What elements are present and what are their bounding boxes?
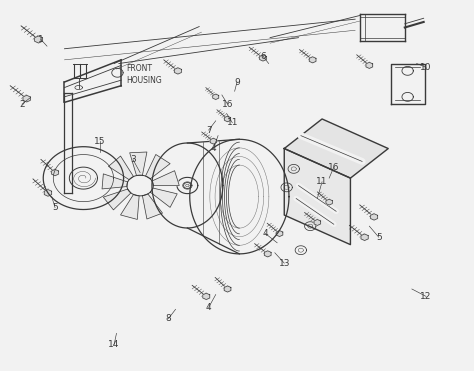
- Polygon shape: [150, 188, 177, 207]
- Text: 12: 12: [420, 292, 432, 301]
- Polygon shape: [371, 214, 378, 220]
- Text: 4: 4: [206, 303, 211, 312]
- Polygon shape: [23, 95, 30, 102]
- Polygon shape: [225, 116, 231, 122]
- Text: 10: 10: [420, 63, 432, 72]
- Polygon shape: [276, 231, 283, 236]
- Text: 5: 5: [52, 203, 58, 212]
- Polygon shape: [361, 234, 368, 240]
- Polygon shape: [174, 68, 182, 74]
- Text: 16: 16: [222, 100, 233, 109]
- Text: 11: 11: [316, 177, 328, 186]
- Polygon shape: [210, 138, 217, 144]
- Polygon shape: [52, 170, 58, 176]
- Polygon shape: [284, 148, 350, 244]
- Polygon shape: [44, 190, 52, 196]
- Text: 4: 4: [263, 229, 268, 238]
- Polygon shape: [103, 189, 131, 210]
- Polygon shape: [120, 194, 139, 219]
- Polygon shape: [152, 171, 179, 186]
- Polygon shape: [224, 286, 231, 292]
- Text: 6: 6: [260, 52, 266, 60]
- Text: FRONT
HOUSING: FRONT HOUSING: [126, 64, 162, 85]
- Polygon shape: [203, 293, 210, 299]
- Polygon shape: [326, 199, 332, 205]
- Text: 1: 1: [38, 35, 44, 44]
- Text: 7: 7: [206, 125, 211, 135]
- Polygon shape: [284, 119, 388, 178]
- Text: 16: 16: [328, 162, 340, 171]
- Text: 11: 11: [227, 118, 238, 127]
- Text: 3: 3: [130, 155, 136, 164]
- Text: 9: 9: [234, 78, 240, 86]
- Polygon shape: [35, 36, 42, 43]
- Polygon shape: [102, 174, 128, 189]
- Text: 5: 5: [376, 233, 382, 242]
- Text: 4: 4: [210, 144, 216, 153]
- Polygon shape: [130, 152, 147, 175]
- Polygon shape: [142, 194, 163, 219]
- Polygon shape: [309, 57, 316, 63]
- Polygon shape: [260, 55, 266, 61]
- Polygon shape: [314, 220, 320, 226]
- Polygon shape: [366, 62, 373, 68]
- Text: 8: 8: [165, 314, 171, 323]
- Polygon shape: [109, 156, 134, 180]
- Text: 15: 15: [94, 137, 106, 146]
- Polygon shape: [213, 94, 219, 99]
- Polygon shape: [146, 154, 170, 179]
- Text: 14: 14: [109, 340, 120, 349]
- Text: 13: 13: [279, 259, 290, 267]
- Text: 2: 2: [19, 100, 25, 109]
- Polygon shape: [264, 251, 271, 257]
